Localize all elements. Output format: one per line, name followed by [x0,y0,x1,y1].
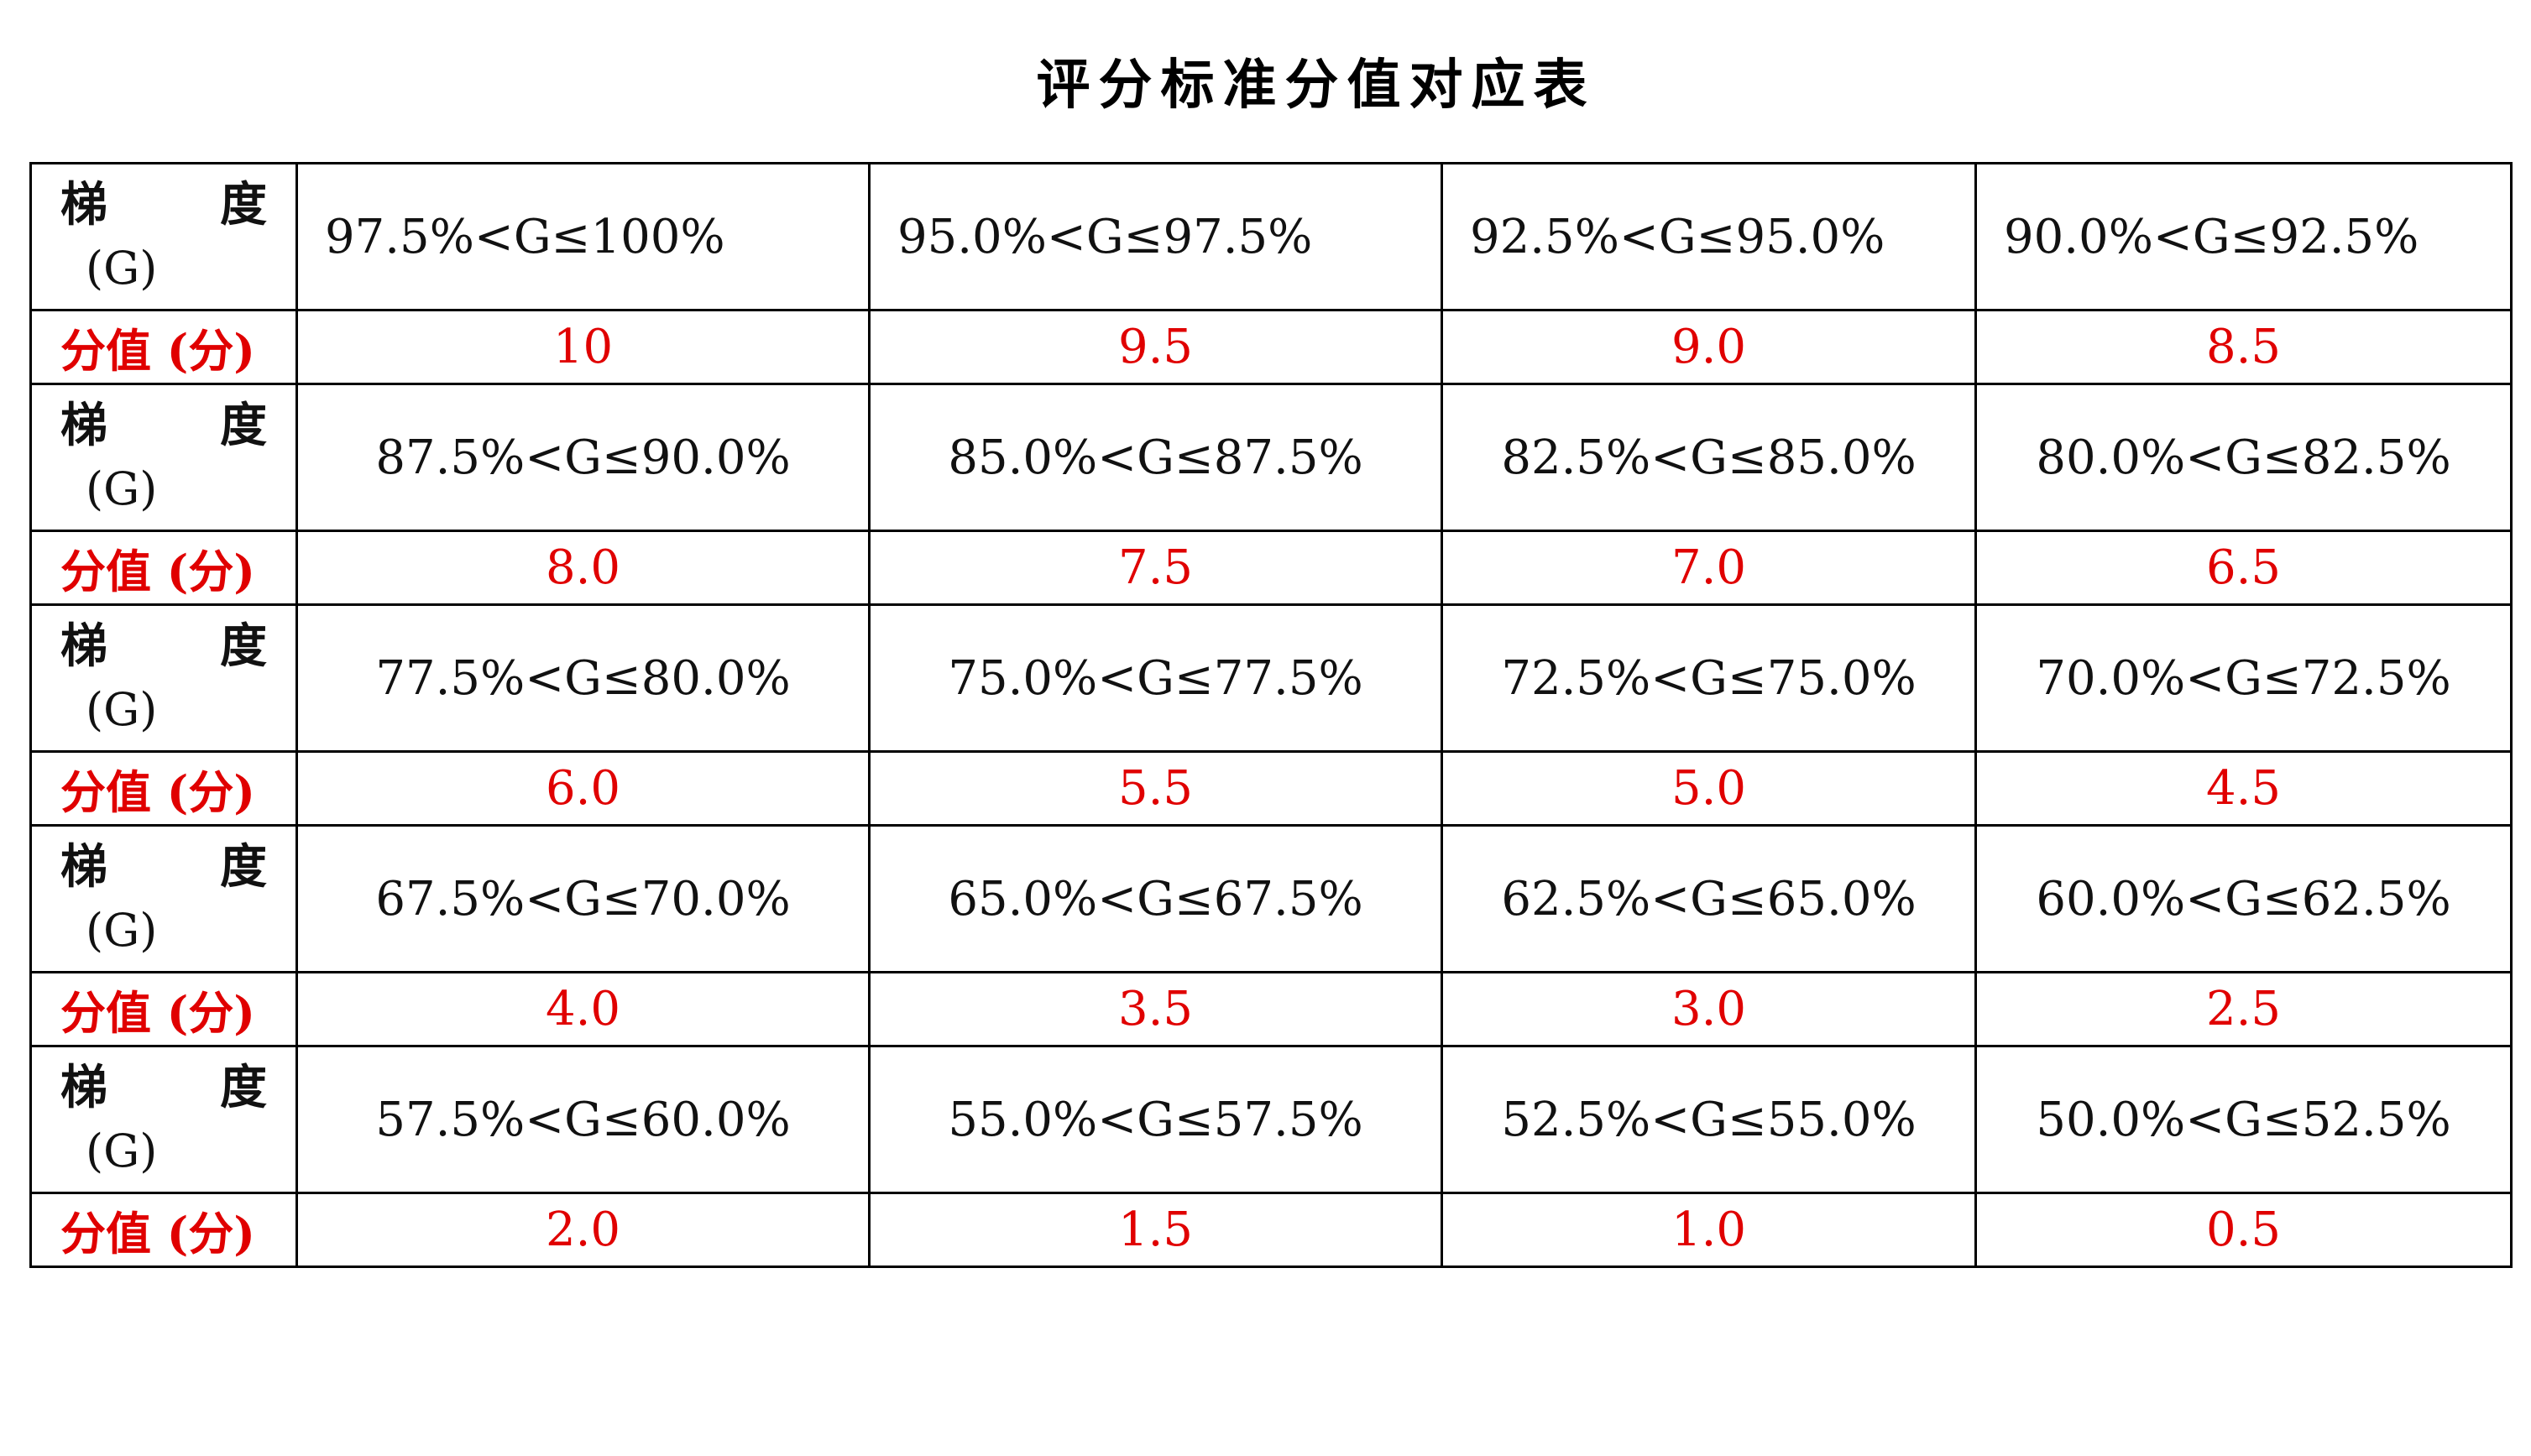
score-value-cell: 6.0 [295,750,871,827]
gradient-range-cell: 77.5%<G≤80.0% [295,603,871,753]
gradient-range-cell: 82.5%<G≤85.0% [1441,383,1977,532]
gradient-label-symbol: (G) [86,242,158,295]
score-value-cell: 7.5 [868,530,1443,606]
gradient-range-cell: 60.0%<G≤62.5% [1974,824,2513,973]
score-label: 分值 (分) [60,1207,255,1260]
score-row: 分值 (分) 4.0 3.5 3.0 2.5 [29,971,2513,1047]
score-value-cell: 3.5 [868,971,1443,1047]
gradient-range-cell: 95.0%<G≤97.5% [868,162,1443,311]
score-label-cell: 分值 (分) [29,750,298,827]
gradient-range-cell: 67.5%<G≤70.0% [295,824,871,973]
gradient-range-cell: 80.0%<G≤82.5% [1974,383,2513,532]
score-value-cell: 3.0 [1441,971,1977,1047]
score-value-cell: 8.0 [295,530,871,606]
score-value-cell: 5.0 [1441,750,1977,827]
gradient-row: 梯 度 (G) 67.5%<G≤70.0% 65.0%<G≤67.5% 62.5%<G≤6… [29,824,2513,973]
gradient-row: 梯 度 (G) 87.5%<G≤90.0% 85.0%<G≤87.5% 82.5%<G≤8… [29,383,2513,532]
gradient-range-cell: 55.0%<G≤57.5% [868,1045,1443,1194]
gradient-label-char: 梯 [60,1060,107,1115]
score-value-cell: 8.5 [1974,309,2513,385]
score-value-cell: 4.5 [1974,750,2513,827]
gradient-label-char: 度 [220,1060,267,1115]
gradient-label-char: 度 [220,398,267,453]
gradient-label-char: 度 [220,177,267,232]
score-value-cell: 9.0 [1441,309,1977,385]
score-label: 分值 (分) [60,545,255,598]
gradient-label-char: 梯 [60,839,107,895]
score-value-cell: 1.0 [1441,1192,1977,1268]
score-value-cell: 0.5 [1974,1192,2513,1268]
score-row: 分值 (分) 10 9.5 9.0 8.5 [29,309,2513,385]
score-value-cell: 4.0 [295,971,871,1047]
gradient-range-cell: 52.5%<G≤55.0% [1441,1045,1977,1194]
gradient-label-cell: 梯 度 (G) [29,824,298,973]
gradient-label-char: 梯 [60,398,107,453]
gradient-label-symbol: (G) [86,1125,158,1177]
gradient-label-cell: 梯 度 (G) [29,603,298,753]
score-row: 分值 (分) 8.0 7.5 7.0 6.5 [29,530,2513,606]
gradient-label-symbol: (G) [86,683,158,736]
gradient-range-cell: 50.0%<G≤52.5% [1974,1045,2513,1194]
gradient-range-cell: 92.5%<G≤95.0% [1441,162,1977,311]
score-value-cell: 1.5 [868,1192,1443,1268]
gradient-range-cell: 62.5%<G≤65.0% [1441,824,1977,973]
score-label: 分值 (分) [60,765,255,819]
score-label-cell: 分值 (分) [29,971,298,1047]
score-value-cell: 2.5 [1974,971,2513,1047]
gradient-row: 梯 度 (G) 57.5%<G≤60.0% 55.0%<G≤57.5% 52.5%<G≤5… [29,1045,2513,1194]
gradient-range-cell: 65.0%<G≤67.5% [868,824,1443,973]
gradient-range-cell: 70.0%<G≤72.5% [1974,603,2513,753]
gradient-label-char: 梯 [60,618,107,674]
gradient-range-cell: 90.0%<G≤92.5% [1974,162,2513,311]
score-value-cell: 6.5 [1974,530,2513,606]
score-value-cell: 7.0 [1441,530,1977,606]
gradient-label-symbol: (G) [86,462,158,515]
gradient-label-cell: 梯 度 (G) [29,383,298,532]
gradient-label-char: 度 [220,618,267,674]
score-label: 分值 (分) [60,986,255,1040]
score-value-cell: 10 [295,309,871,385]
gradient-range-cell: 85.0%<G≤87.5% [868,383,1443,532]
score-label: 分值 (分) [60,324,255,378]
page-title: 评分标准分值对应表 [1036,54,1596,117]
gradient-label-char: 度 [220,839,267,895]
gradient-range-cell: 97.5%<G≤100% [295,162,871,311]
gradient-range-cell: 57.5%<G≤60.0% [295,1045,871,1194]
score-label-cell: 分值 (分) [29,1192,298,1268]
gradient-range-cell: 72.5%<G≤75.0% [1441,603,1977,753]
gradient-range-cell: 75.0%<G≤77.5% [868,603,1443,753]
gradient-row: 梯 度 (G) 97.5%<G≤100% 95.0%<G≤97.5% 92.5%<G≤95… [29,162,2513,311]
score-value-cell: 9.5 [868,309,1443,385]
score-label-cell: 分值 (分) [29,530,298,606]
gradient-row: 梯 度 (G) 77.5%<G≤80.0% 75.0%<G≤77.5% 72.5%<G≤7… [29,603,2513,753]
score-table: 梯度 (G) 97.5%<G≤100% 95.0%<G≤97.5% 92.5%<G≤95… [29,162,2513,1268]
score-value-cell: 5.5 [868,750,1443,827]
score-value-cell: 2.0 [295,1192,871,1268]
score-row: 分值 (分) 2.0 1.5 1.0 0.5 [29,1192,2513,1268]
gradient-range-cell: 87.5%<G≤90.0% [295,383,871,532]
score-label-cell: 分值 (分) [29,309,298,385]
score-row: 分值 (分) 6.0 5.5 5.0 4.5 [29,750,2513,827]
gradient-label-symbol: (G) [86,904,158,957]
gradient-label-cell: 梯 度 (G) [29,1045,298,1194]
gradient-label-cell: 梯 度 (G) [29,162,298,311]
gradient-label-char: 梯 [60,177,107,232]
